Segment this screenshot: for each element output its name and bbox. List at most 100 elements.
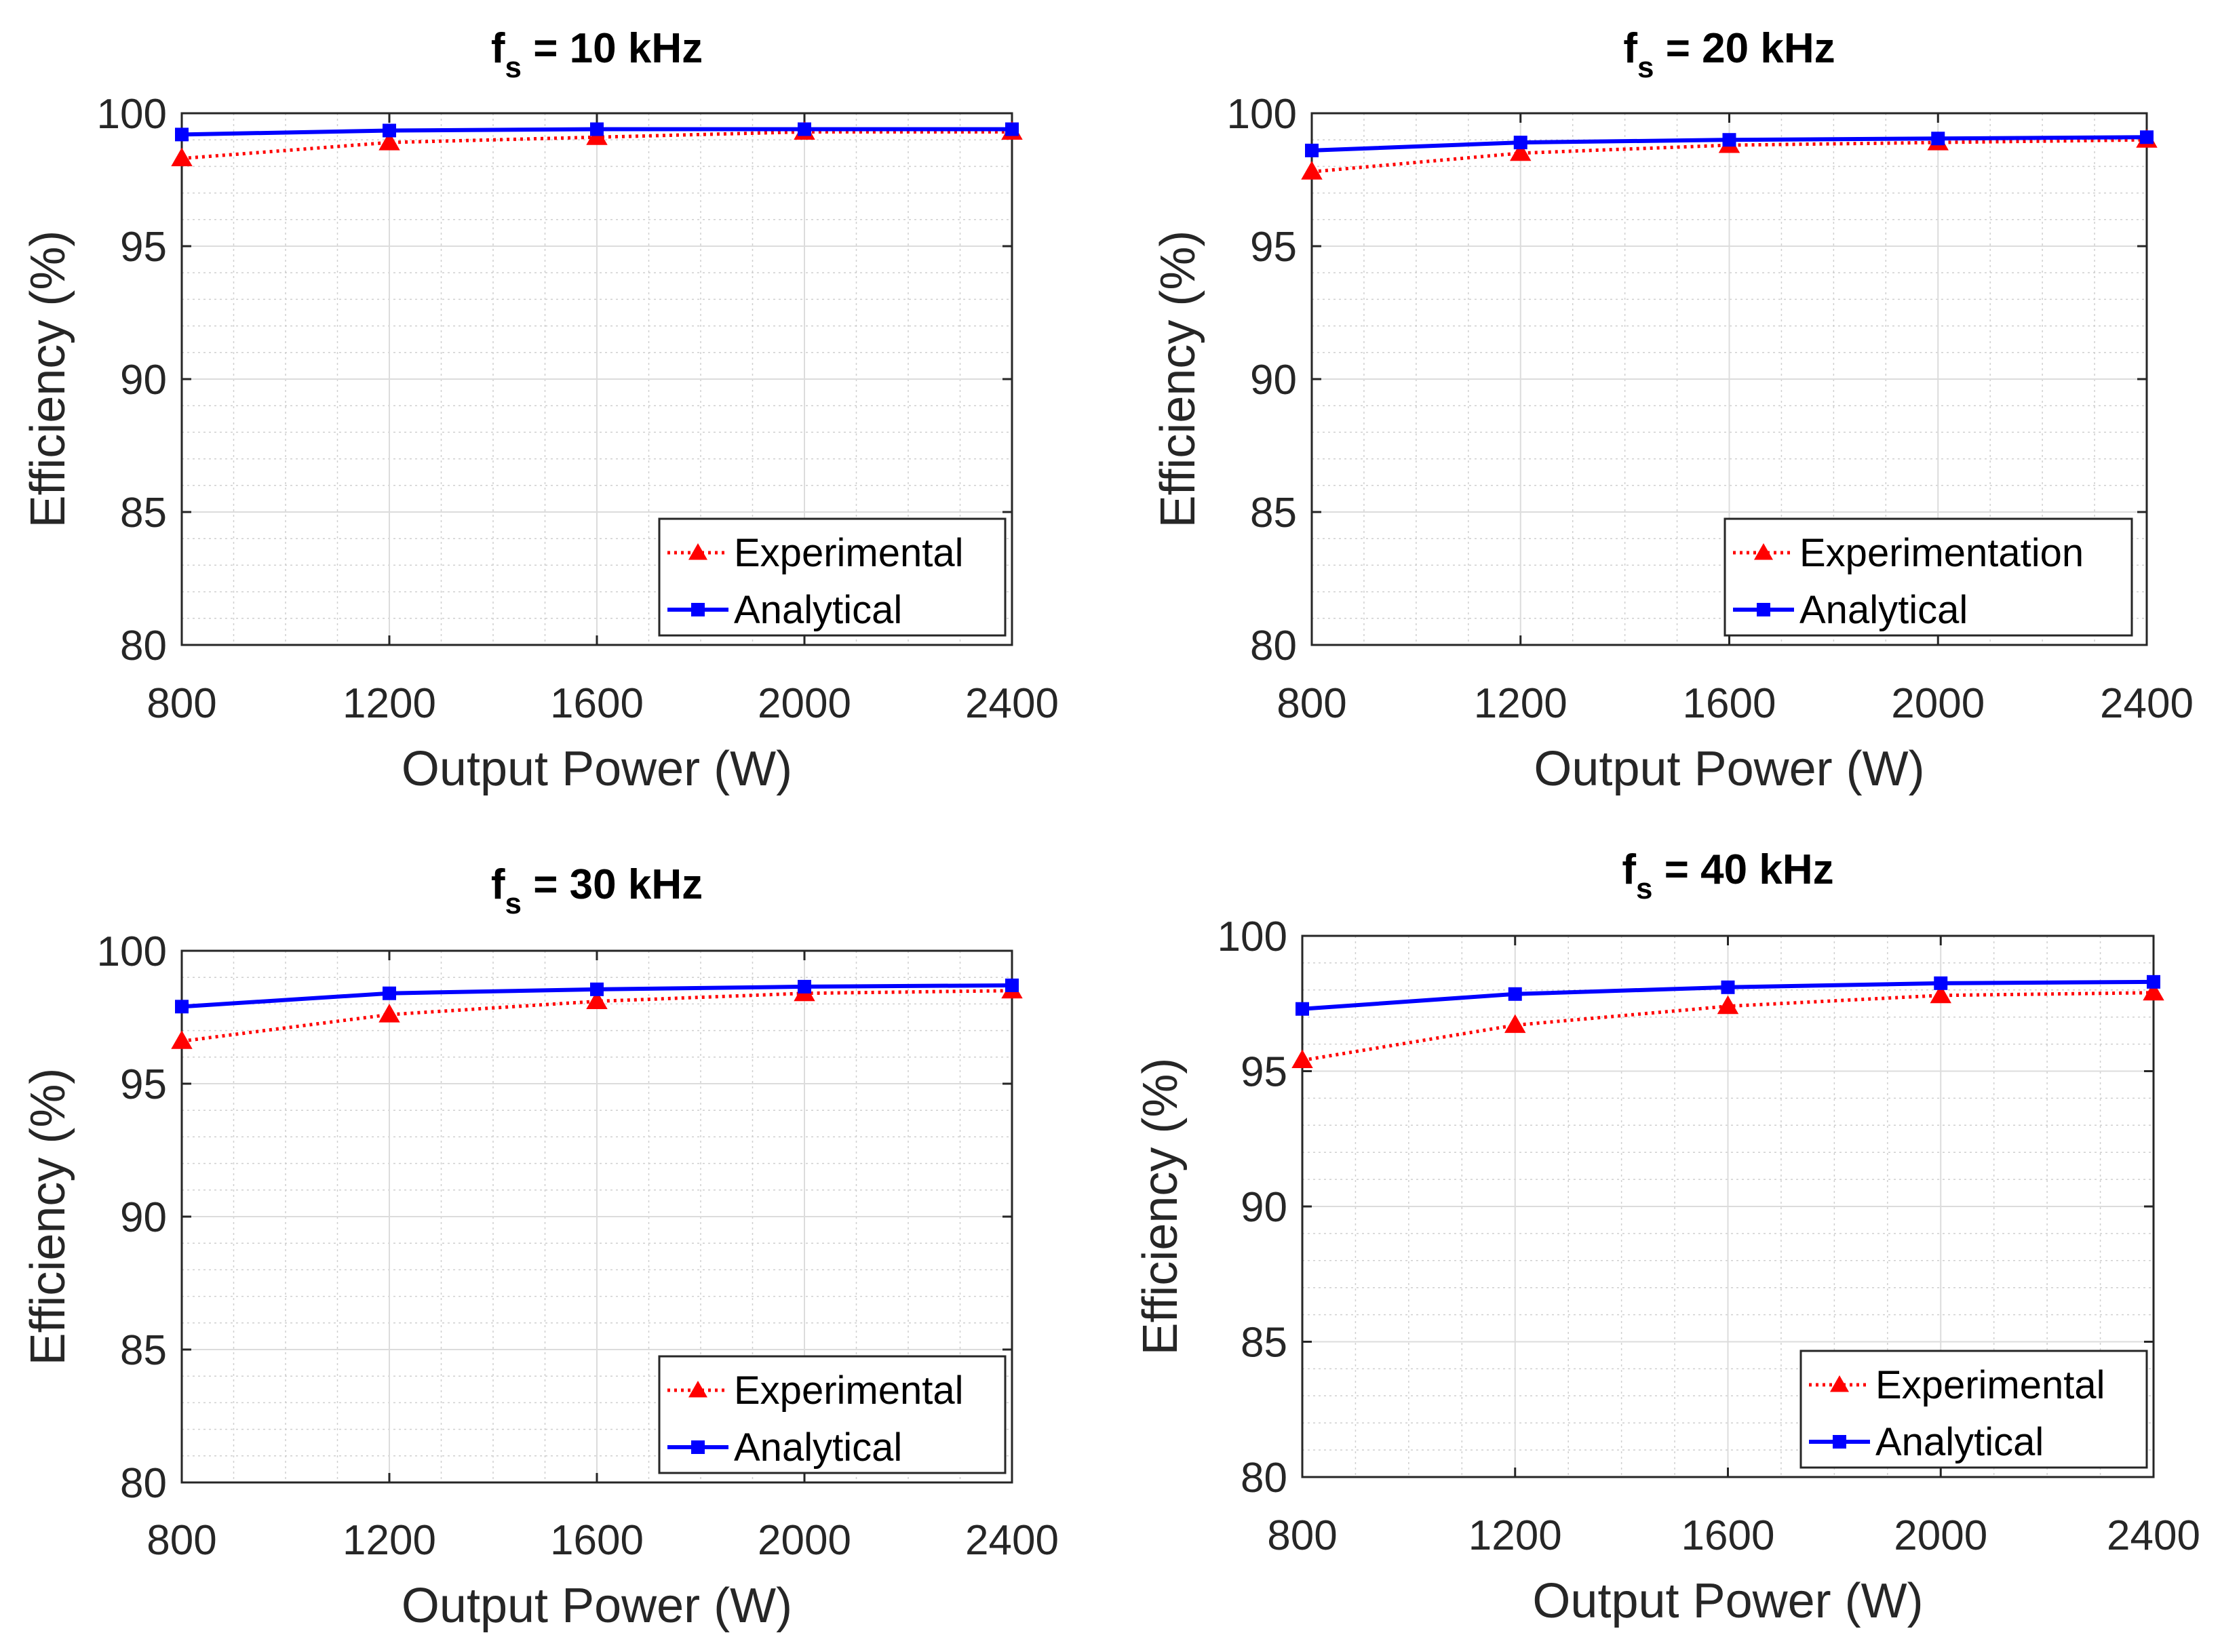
data-point-triangle [171,1030,193,1049]
title-rest: = 30 kHz [522,861,703,908]
chart-panel-4: 800 1200 1600 2000 2400 80 85 90 95 100 Output Pow… [1133,846,2200,1628]
tick-marks [1310,112,2148,646]
data-point-triangle [1301,161,1323,180]
series-analytical [1305,130,2154,157]
legend-marker-triangle [688,543,707,560]
x-axis-label: Output Power (W) [1532,1574,1923,1628]
data-point-triangle [171,147,193,167]
x-tick-label: 2400 [2107,1512,2200,1559]
legend-marker-square [691,603,705,616]
data-point-square [1934,976,1948,990]
chart-panel-2: 800 1200 1600 2000 2400 80 85 90 95 100 Output Pow… [1151,25,2194,796]
data-point-square [383,123,396,138]
title-subscript: s [505,887,522,920]
series-analytical [1296,975,2160,1016]
data-point-triangle [378,132,400,151]
y-tick-label: 80 [1250,623,1297,669]
legend-marker-triangle [1830,1375,1849,1392]
y-tick-label: 100 [1218,913,1287,960]
tick-marks [1301,935,2155,1478]
chart-panel-1: 800 1200 1600 2000 2400 80 85 90 95 100 Output Pow… [21,25,1059,796]
chart-title: fs = 10 kHz [491,25,703,84]
data-point-square [798,122,811,136]
y-tick-label: 100 [97,91,167,138]
data-point-triangle [586,126,608,145]
y-axis-label: Efficiency (%) [21,1068,75,1366]
y-tick-label: 95 [1250,224,1297,271]
legend-marker-square [1757,603,1770,616]
x-tick-label: 1200 [343,1517,436,1564]
legend: Experimental Analytical [658,517,1007,637]
data-point-square [1721,980,1735,994]
legend-label: Experimental [734,531,963,575]
legend: Experimental Analytical [658,1355,1007,1474]
y-axis-label: Efficiency (%) [1133,1058,1188,1356]
x-tick-label: 2000 [758,680,851,727]
title-main: f [491,861,505,908]
y-tick-label: 85 [1250,490,1297,536]
chart-panel-3: 800 1200 1600 2000 2400 80 85 90 95 100 Output Pow… [21,861,1059,1633]
data-point-square [590,982,604,996]
x-tick-label: 2400 [2100,680,2194,727]
tick-marks [180,949,1013,1484]
data-point-triangle [1291,1049,1313,1069]
data-point-square [2140,130,2154,144]
x-tick-label: 1200 [343,680,436,727]
data-point-square [1296,1002,1309,1016]
legend: Experimental Analytical [1799,1350,2148,1469]
x-axis-label: Output Power (W) [402,1579,792,1633]
y-tick-label: 100 [1227,91,1297,138]
legend-item-experimental: Experimental [667,1369,963,1413]
series-analytical [175,978,1019,1014]
legend-box [1724,517,2133,637]
data-point-square [1931,132,1945,146]
legend-label: Analytical [1799,588,1968,632]
legend-item-experimental: Experimentation [1733,531,2084,575]
legend-label: Experimental [734,1369,963,1413]
chart-title: fs = 40 kHz [1622,846,1833,905]
x-tick-label: 2400 [965,1517,1059,1564]
legend-marker-square [1833,1435,1846,1449]
x-tick-label: 1600 [1683,680,1776,727]
data-point-triangle [586,990,608,1009]
data-point-triangle [1504,1014,1526,1034]
y-tick-label: 95 [120,1061,167,1108]
title-subscript: s [1637,51,1654,84]
legend-item-analytical: Analytical [1809,1420,2044,1464]
data-point-triangle [1717,995,1739,1015]
data-point-triangle [378,1004,400,1023]
title-rest: = 10 kHz [522,25,703,72]
data-point-square [590,122,604,136]
chart-title: fs = 30 kHz [491,861,703,920]
x-tick-label: 2000 [1891,680,1985,727]
series-analytical [175,122,1019,142]
title-subscript: s [505,51,522,84]
x-tick-label: 1600 [550,680,644,727]
x-tick-label: 800 [147,680,216,727]
y-tick-label: 80 [120,1460,167,1507]
x-tick-label: 1600 [550,1517,644,1564]
legend-label: Analytical [1875,1420,2044,1464]
data-point-square [383,986,396,1000]
legend-box [658,517,1007,637]
legend-marker-triangle [688,1381,707,1398]
legend-box [658,1355,1007,1474]
y-tick-label: 85 [120,1327,167,1374]
legend-item-analytical: Analytical [667,588,902,632]
x-tick-label: 800 [1277,680,1346,727]
legend-label: Analytical [734,1425,902,1470]
data-point-square [1005,122,1019,136]
y-tick-label: 90 [1250,357,1297,404]
data-point-triangle [1930,984,1951,1004]
title-rest: = 40 kHz [1653,846,1834,893]
title-rest: = 20 kHz [1654,25,1835,72]
y-axis-label: Efficiency (%) [21,231,75,528]
legend: Experimentation Analytical [1724,517,2133,637]
x-tick-label: 2400 [965,680,1059,727]
data-point-square [2147,975,2160,989]
y-tick-label: 95 [1241,1049,1287,1096]
x-tick-label: 800 [1267,1512,1337,1559]
legend-label: Experimentation [1799,531,2084,575]
